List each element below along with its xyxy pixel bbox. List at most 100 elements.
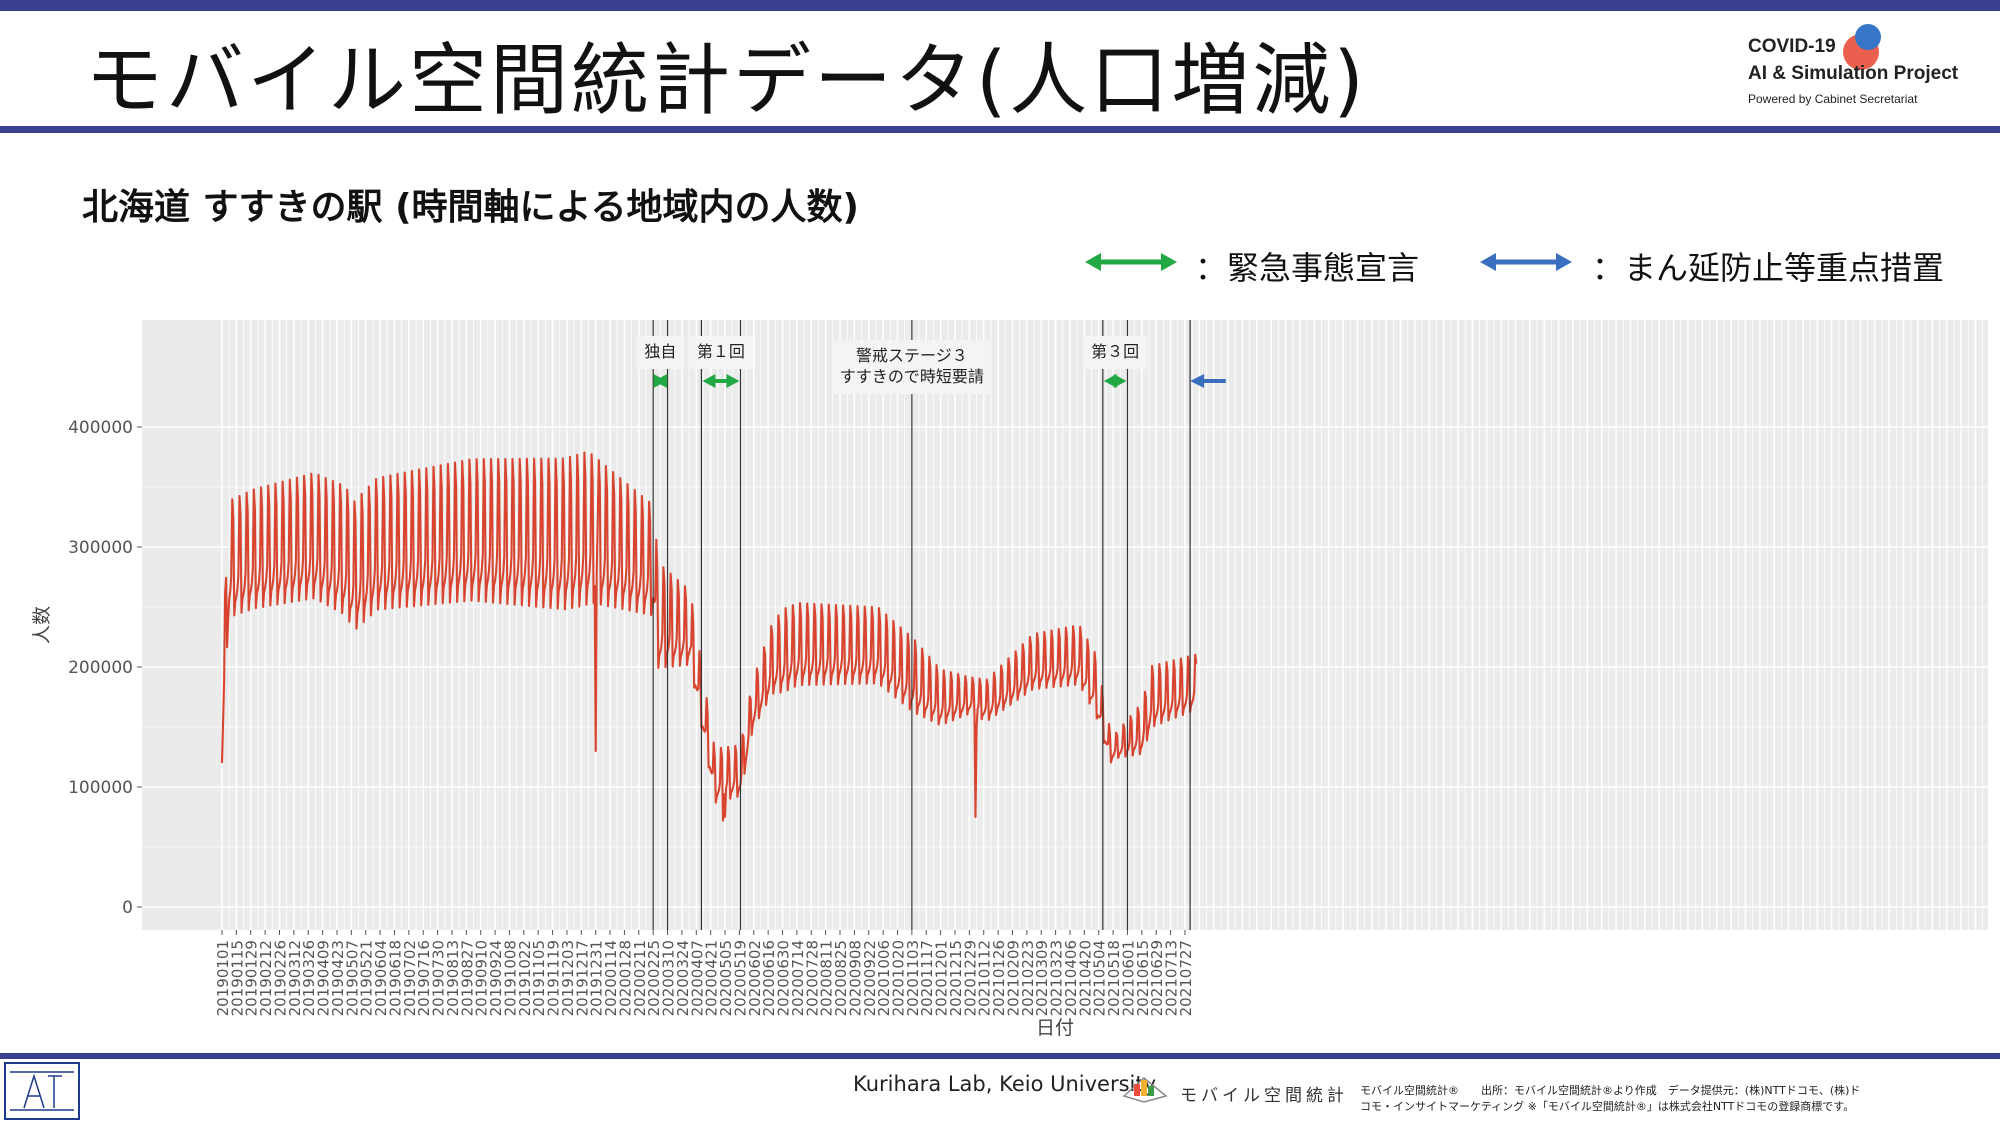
y-tick-label: 300000	[68, 538, 133, 558]
x-tick-label: 20210615	[1134, 940, 1152, 1016]
legend-priority-measures-label: ：まん延防止等重点措置	[1592, 249, 1945, 287]
x-tick-label: 20200407	[688, 940, 706, 1016]
x-tick-label: 20200519	[731, 940, 749, 1016]
annotation-label: 警戒ステージ３	[856, 346, 968, 365]
y-tick-label: 0	[122, 898, 133, 918]
covid-project-logo: COVID-19 AI & Simulation Project Powered…	[1748, 24, 1988, 114]
x-tick-label: 20200225	[645, 940, 663, 1016]
x-tick-label: 20210518	[1105, 940, 1123, 1016]
page-title: モバイル空間統計データ(人口増減)	[85, 36, 1367, 126]
x-tick-label: 20200908	[846, 940, 864, 1016]
footer-source-line-2: コモ・インサイトマーケティング ※「モバイル空間統計®」は株式会社NTTドコモの…	[1360, 1100, 1855, 1113]
x-tick-label: 20190312	[286, 940, 304, 1016]
x-tick-label: 20190101	[214, 940, 232, 1016]
legend-priority-measures-arrow-icon	[1480, 253, 1572, 271]
plot-background	[142, 320, 1988, 930]
x-tick-label: 20190827	[458, 940, 476, 1016]
x-tick-label: 20200825	[832, 940, 850, 1016]
x-tick-label: 20190730	[430, 940, 448, 1016]
x-tick-label: 20200616	[760, 940, 778, 1016]
annotation-label-box	[688, 336, 753, 369]
logo-line-3: Powered by Cabinet Secretariat	[1748, 92, 1918, 106]
x-tick-label: 20210504	[1091, 940, 1109, 1016]
emergency-arrow-head-right	[1113, 374, 1127, 388]
x-tick-label: 20200811	[818, 940, 836, 1016]
x-tick-label: 20200211	[631, 940, 649, 1016]
x-tick-label: 20191105	[530, 940, 548, 1016]
x-tick-label: 20201215	[947, 940, 965, 1016]
legend-emergency-label: ：緊急事態宣言	[1195, 249, 1420, 287]
footer-brand-name: モバイル空間統計	[1180, 1086, 1348, 1106]
x-tick-label: 20190618	[386, 940, 404, 1016]
header-divider	[0, 126, 2000, 133]
x-tick-label: 20210112	[976, 940, 994, 1016]
x-tick-label: 20190226	[271, 940, 289, 1016]
x-tick-label: 20200630	[775, 940, 793, 1016]
x-tick-label: 20210601	[1119, 940, 1137, 1016]
x-tick-label: 20190910	[473, 940, 491, 1016]
footer-divider	[0, 1053, 2000, 1059]
top-accent-bar	[0, 0, 2000, 11]
logo-line-2: AI & Simulation Project	[1748, 63, 1959, 84]
x-tick-label: 20201201	[933, 940, 951, 1016]
x-tick-label: 20200421	[703, 940, 721, 1016]
x-tick-label: 20190521	[358, 940, 376, 1016]
x-tick-label: 20190409	[315, 940, 333, 1016]
x-tick-label: 20190813	[444, 940, 462, 1016]
x-axis-label: 日付	[1036, 1017, 1074, 1039]
x-tick-label: 20210406	[1062, 940, 1080, 1016]
x-tick-label: 20201229	[961, 940, 979, 1016]
x-tick-label: 20191203	[559, 940, 577, 1016]
x-tick-label: 20190115	[228, 940, 246, 1016]
x-tick-label: 20190604	[372, 940, 390, 1016]
y-tick-label: 400000	[68, 418, 133, 438]
x-tick-label: 20200602	[746, 940, 764, 1016]
population-series-line	[220, 451, 1198, 822]
x-tick-label: 20210420	[1076, 940, 1094, 1016]
annotation-label: 第３回	[1091, 342, 1139, 361]
x-tick-label: 20190702	[401, 940, 419, 1016]
mobile-spatial-statistics-mark-icon	[1122, 1077, 1168, 1103]
x-tick-label: 20191217	[573, 940, 591, 1016]
x-tick-label: 20210629	[1148, 940, 1166, 1016]
y-tick-label: 100000	[68, 778, 133, 798]
emergency-arrow-head-right	[653, 374, 667, 388]
x-tick-label: 20190507	[343, 940, 361, 1016]
x-tick-label: 20190212	[257, 940, 275, 1016]
y-tick-label: 200000	[68, 658, 133, 678]
annotation-label-box	[1083, 336, 1148, 369]
x-tick-label: 20210727	[1177, 940, 1195, 1016]
x-tick-label: 20201103	[904, 940, 922, 1016]
emergency-arrow-head-left	[702, 374, 716, 388]
x-tick-label: 20200728	[803, 940, 821, 1016]
x-tick-label: 20200310	[660, 940, 678, 1016]
x-tick-label: 20190129	[243, 940, 261, 1016]
legend-emergency-arrow-icon	[1085, 253, 1177, 271]
x-tick-label: 20200505	[717, 940, 735, 1016]
x-tick-label: 20210323	[1048, 940, 1066, 1016]
x-tick-label: 20210309	[1033, 940, 1051, 1016]
priority-measures-arrow-head	[1190, 374, 1205, 388]
chart-subtitle: 北海道 すすきの駅 (時間軸による地域内の人数)	[82, 187, 859, 228]
x-tick-label: 20210126	[990, 940, 1008, 1016]
x-tick-label: 20191022	[516, 940, 534, 1016]
x-tick-label: 20201006	[875, 940, 893, 1016]
emergency-arrow-head-right	[726, 374, 740, 388]
footer-lab-credit: Kurihara Lab, Keio University	[853, 1072, 1157, 1096]
x-tick-label: 20200114	[602, 940, 620, 1016]
x-tick-label: 20201020	[890, 940, 908, 1016]
x-tick-label: 20190716	[415, 940, 433, 1016]
x-tick-label: 20200324	[674, 940, 692, 1016]
x-tick-label: 20191008	[501, 940, 519, 1016]
x-tick-label: 20200714	[789, 940, 807, 1016]
x-tick-label: 20191231	[588, 940, 606, 1016]
annotation-label-box	[636, 336, 685, 369]
x-tick-label: 20190924	[487, 940, 505, 1016]
population-line-chart: 0 100000 200000 300000 400000 201901012019011…	[31, 320, 1988, 1039]
x-tick-label: 20190326	[300, 940, 318, 1016]
x-tick-label: 20210713	[1163, 940, 1181, 1016]
university-emblem-icon	[4, 1062, 80, 1120]
x-tick-label: 20210223	[1019, 940, 1037, 1016]
logo-line-1: COVID-19	[1748, 36, 1836, 57]
x-tick-label: 20190423	[329, 940, 347, 1016]
